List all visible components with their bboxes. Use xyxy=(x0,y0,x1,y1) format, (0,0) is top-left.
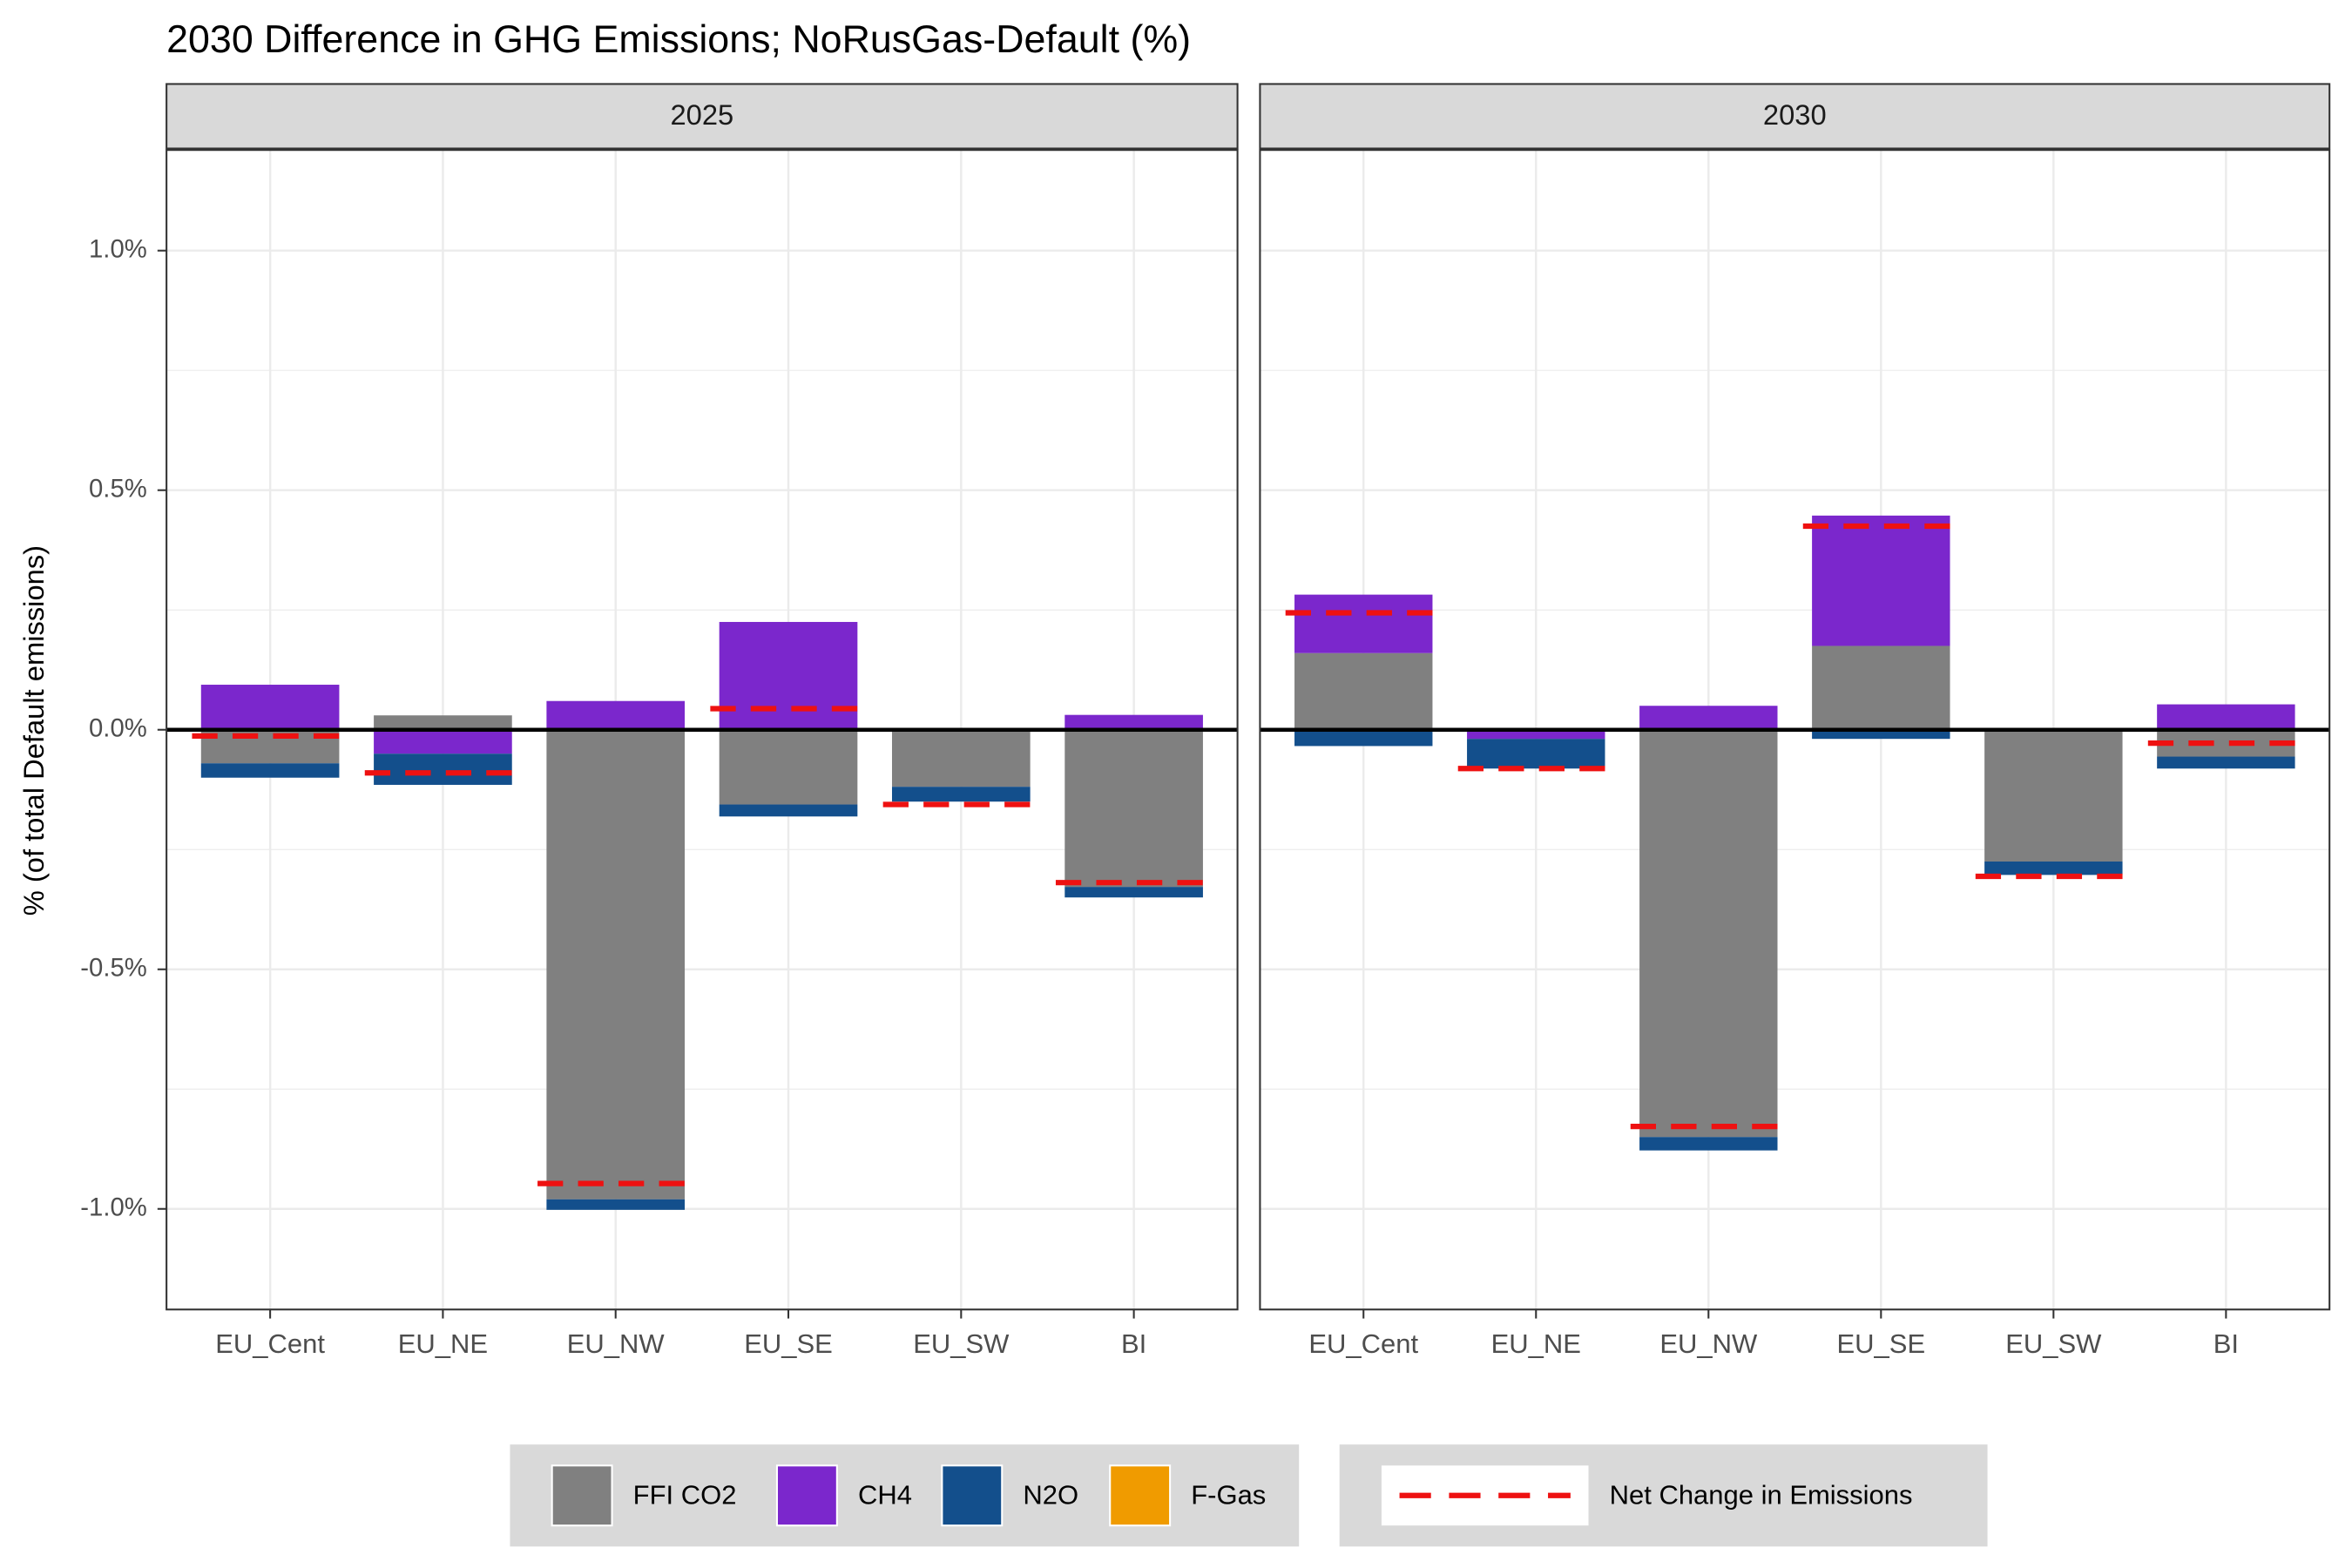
x-tick-label: EU_SE xyxy=(1837,1328,1926,1359)
x-tick-label: BI xyxy=(1121,1328,1146,1359)
y-tick-label: -0.5% xyxy=(80,954,146,982)
bar-segment xyxy=(1984,861,2123,875)
facet-strip xyxy=(166,83,1239,150)
x-tick-label: EU_SW xyxy=(913,1328,1010,1359)
bar-segment xyxy=(1064,887,1203,898)
y-tick-label: 0.0% xyxy=(89,714,147,742)
y-axis-label: % (of total Default emissions) xyxy=(17,545,50,916)
legend-label: N2O xyxy=(1023,1480,1078,1511)
bar-segment xyxy=(1984,729,2123,862)
bar-segment xyxy=(1812,515,1950,646)
legend-key xyxy=(1109,1464,1172,1527)
bar-segment xyxy=(719,621,858,730)
bar-segment xyxy=(546,729,686,1200)
facet-strip xyxy=(1259,83,2331,150)
bar-segment xyxy=(2157,704,2295,730)
bar-segment xyxy=(1812,729,1950,740)
legend-key xyxy=(775,1464,838,1527)
x-tick-label: EU_SW xyxy=(2005,1328,2102,1359)
panel-border xyxy=(166,149,1239,1311)
bar-segment xyxy=(719,804,858,817)
bar-segment xyxy=(1294,594,1433,653)
bar-segment xyxy=(546,700,686,730)
x-tick-label: BI xyxy=(2213,1328,2239,1359)
bar-segment xyxy=(200,685,340,730)
panel-border xyxy=(1259,149,2331,1311)
bar-segment xyxy=(891,787,1031,802)
x-tick-label: EU_NW xyxy=(567,1328,666,1359)
x-tick-label: EU_NE xyxy=(1491,1328,1581,1359)
bar-segment xyxy=(2157,756,2295,769)
y-tick-label: -1.0% xyxy=(80,1193,146,1221)
bar-segment xyxy=(891,729,1031,787)
bar-segment xyxy=(374,715,512,730)
y-tick-label: 1.0% xyxy=(89,235,147,263)
bar-segment xyxy=(1294,729,1433,747)
legend-label: F-Gas xyxy=(1191,1480,1266,1511)
bar-segment xyxy=(1064,729,1203,888)
facet-label: 2025 xyxy=(670,98,733,131)
chart-title: 2030 Difference in GHG Emissions; NoRusG… xyxy=(166,17,1191,61)
x-tick-label: EU_SE xyxy=(744,1328,833,1359)
bar-segment xyxy=(1639,706,1778,730)
bar-segment xyxy=(200,763,340,778)
legend-key xyxy=(941,1464,1004,1527)
bar-segment xyxy=(374,754,512,785)
bar-segment xyxy=(1064,714,1203,730)
bar-segment xyxy=(1812,645,1950,730)
x-tick-label: EU_NE xyxy=(398,1328,488,1359)
legend-label: Net Change in Emissions xyxy=(1610,1480,1913,1511)
legend-label: FFI CO2 xyxy=(633,1480,737,1511)
bar-segment xyxy=(1639,729,1778,1138)
bar-segment xyxy=(1467,729,1605,740)
bar-segment xyxy=(1639,1137,1778,1151)
bar-segment xyxy=(1467,739,1605,769)
bar-segment xyxy=(374,729,512,754)
legend-label: CH4 xyxy=(858,1480,912,1511)
x-tick-label: EU_Cent xyxy=(1308,1328,1418,1359)
x-tick-label: EU_NW xyxy=(1659,1328,1758,1359)
bar-segment xyxy=(719,729,858,805)
y-tick-label: 0.5% xyxy=(89,475,147,503)
legend-key xyxy=(551,1464,613,1527)
facet-label: 2030 xyxy=(1763,98,1827,131)
x-tick-label: EU_Cent xyxy=(215,1328,325,1359)
bar-segment xyxy=(546,1199,686,1210)
bar-segment xyxy=(1294,652,1433,730)
